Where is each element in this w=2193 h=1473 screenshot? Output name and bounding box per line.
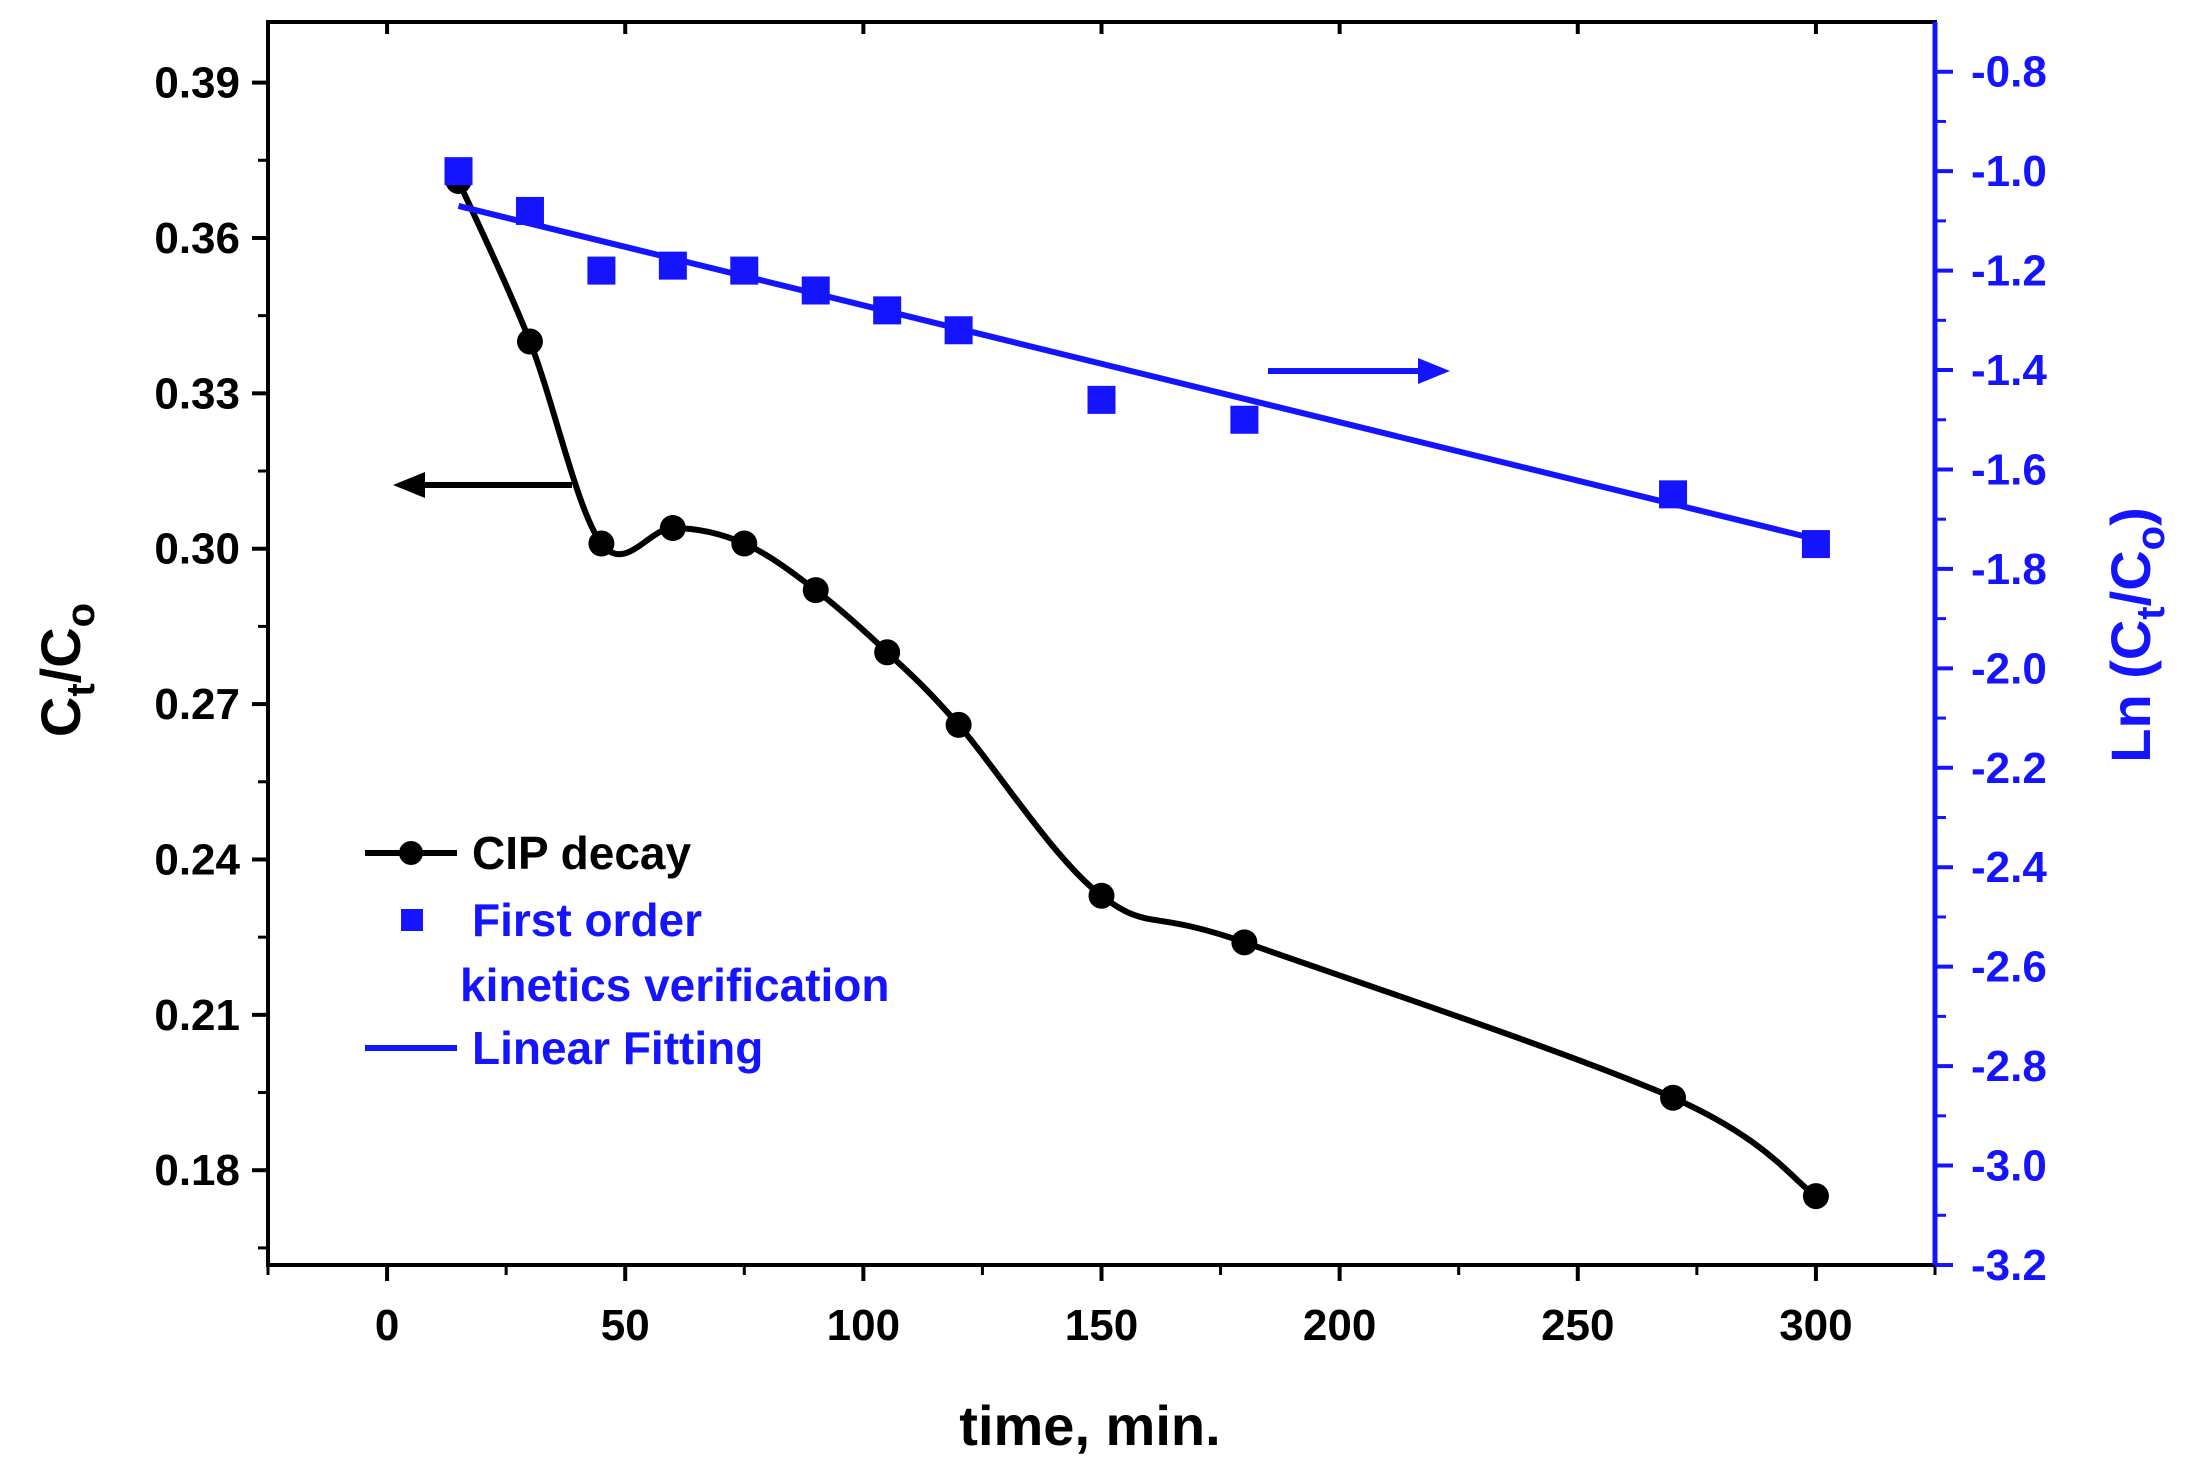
y-right-tick-label: -2.4 [1971,843,2047,892]
x-tick-label: 250 [1541,1301,1614,1350]
legend-kinetics-label-1: First order [472,894,702,946]
right-axis-arrow [1268,358,1450,384]
legend: CIP decay First order kinetics verificat… [365,827,890,1074]
kinetics-point [1230,405,1259,434]
y-right-tick-label: -0.8 [1971,48,2047,97]
y-right-tick-label: -2.2 [1971,744,2047,793]
y-left-title-sep: /C [29,627,92,683]
decay-point [802,577,829,604]
legend-kinetics-label-2: kinetics verification [460,959,890,1011]
decay-point [874,639,901,666]
right-axis-arrow-head [1418,358,1450,384]
y-left-tick-label: 0.39 [154,59,240,108]
y-left-tick-label: 0.36 [154,214,240,263]
y-right-title-sub2: o [2129,526,2173,550]
y-right-title-pre: Ln (C [2099,620,2162,763]
y-right-tick-label: -1.6 [1971,445,2047,494]
left-axis-arrow [393,472,572,498]
decay-point [659,515,686,542]
y-left-tick-label: 0.21 [154,991,240,1040]
decay-point [1802,1183,1829,1210]
y-right-title-sub1: t [2129,606,2173,619]
kinetics-point [587,256,616,285]
y-right-tick-label: -1.4 [1971,346,2047,395]
ticks [252,22,1953,1281]
series-layer [444,157,1830,1210]
y-right-tick-label: -1.0 [1971,147,2047,196]
kinetics-point [444,157,473,186]
y-right-tick-label: -1.8 [1971,545,2047,594]
y-left-title-sub1: t [59,683,103,696]
decay-point [1231,929,1258,956]
x-tick-label: 50 [601,1301,650,1350]
x-axis-title: time, min. [959,1394,1220,1457]
decay-curve [455,179,1818,1199]
x-tick-label: 0 [375,1301,399,1350]
y-right-tick-label: -2.8 [1971,1042,2047,1091]
x-tick-label: 200 [1303,1301,1376,1350]
y-right-title-post: ) [2099,507,2162,526]
x-tick-label: 100 [827,1301,900,1350]
y-left-tick-label: 0.18 [154,1146,240,1195]
linear-fit-line [457,203,1817,543]
y-left-tick-label: 0.27 [154,680,240,729]
legend-decay-label: CIP decay [472,827,691,879]
y-right-tick-label: -2.0 [1971,644,2047,693]
y-left-tick-label: 0.33 [154,369,240,418]
decay-point [945,711,972,738]
y-right-tick-label: -3.2 [1971,1241,2047,1290]
decay-point [1088,882,1115,909]
legend-fit-label: Linear Fitting [472,1022,763,1074]
y-left-axis-title: Ct/Co [29,603,103,737]
y-left-title-main: C [29,697,92,737]
tick-labels: 0 50 100 150 200 250 300 0.18 0.21 0.24 0.27 0.30 0.… [154,48,2047,1350]
y-right-axis-title: Ln (Ct/Co) [2099,507,2173,762]
y-left-tick-label: 0.24 [154,835,240,884]
x-tick-label: 150 [1065,1301,1138,1350]
decay-point [731,530,758,557]
y-right-title-sep: /C [2099,550,2162,606]
y-left-tick-label: 0.30 [154,525,240,574]
y-right-tick-label: -1.2 [1971,247,2047,296]
left-axis-arrow-head [393,472,425,498]
y-right-tick-label: -3.0 [1971,1142,2047,1191]
decay-point [588,530,615,557]
x-tick-label: 300 [1779,1301,1852,1350]
kinetics-point [1087,385,1116,414]
decay-point [516,328,543,355]
y-left-title-sub2: o [59,603,103,627]
decay-point [1660,1084,1687,1111]
legend-decay-marker [399,841,423,865]
y-right-tick-label: -2.6 [1971,943,2047,992]
legend-kinetics-marker [401,909,423,931]
